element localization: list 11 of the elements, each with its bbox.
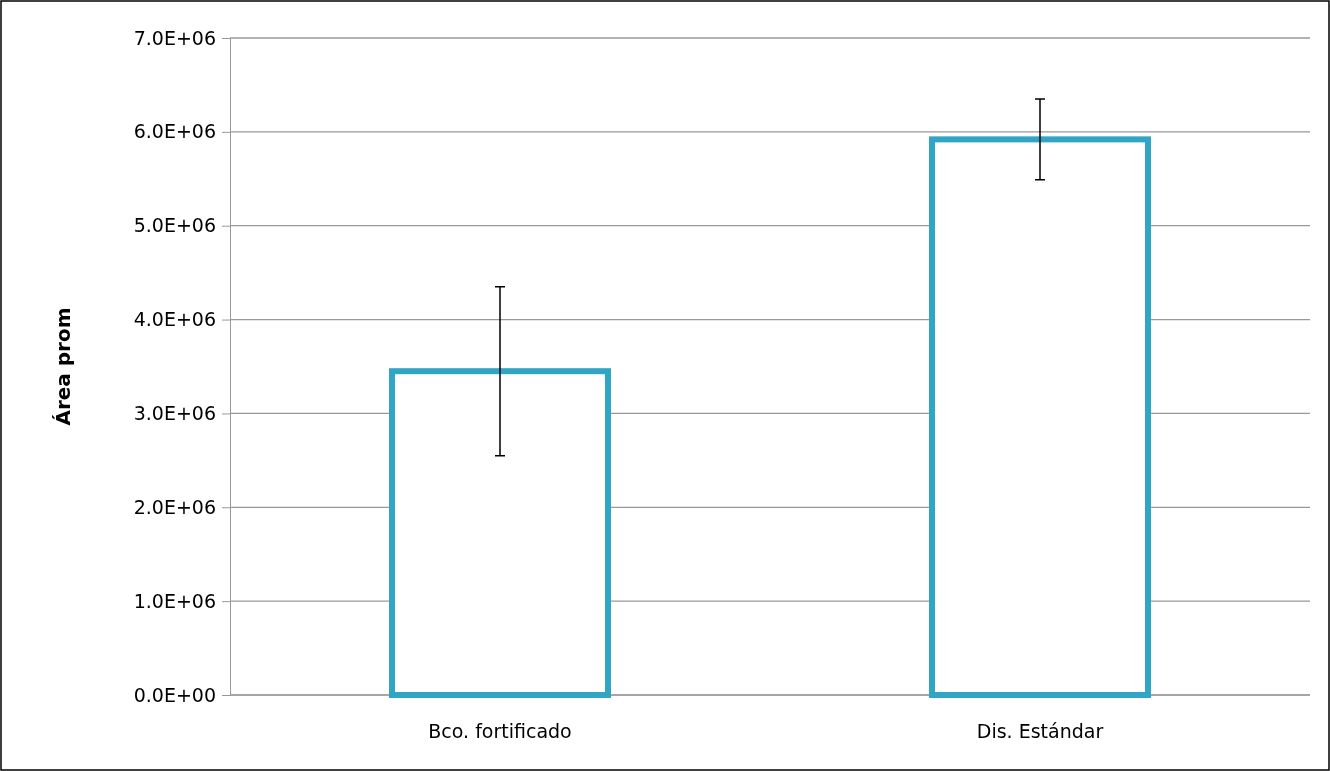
x-tick-label: Bco. fortificado (428, 720, 572, 743)
y-tick-label: 4.0E+06 (133, 308, 216, 331)
y-tick-label: 2.0E+06 (133, 495, 216, 518)
y-tick-label: 7.0E+06 (133, 26, 216, 49)
y-tick-label: 0.0E+00 (133, 683, 216, 706)
y-tick-label: 5.0E+06 (133, 214, 216, 237)
x-tick-label: Dis. Estándar (976, 720, 1104, 743)
y-tick-label: 6.0E+06 (133, 120, 216, 143)
y-tick-label: 3.0E+06 (133, 402, 216, 425)
y-tick-label: 1.0E+06 (133, 589, 216, 612)
y-axis-title: Área prom (51, 307, 75, 426)
